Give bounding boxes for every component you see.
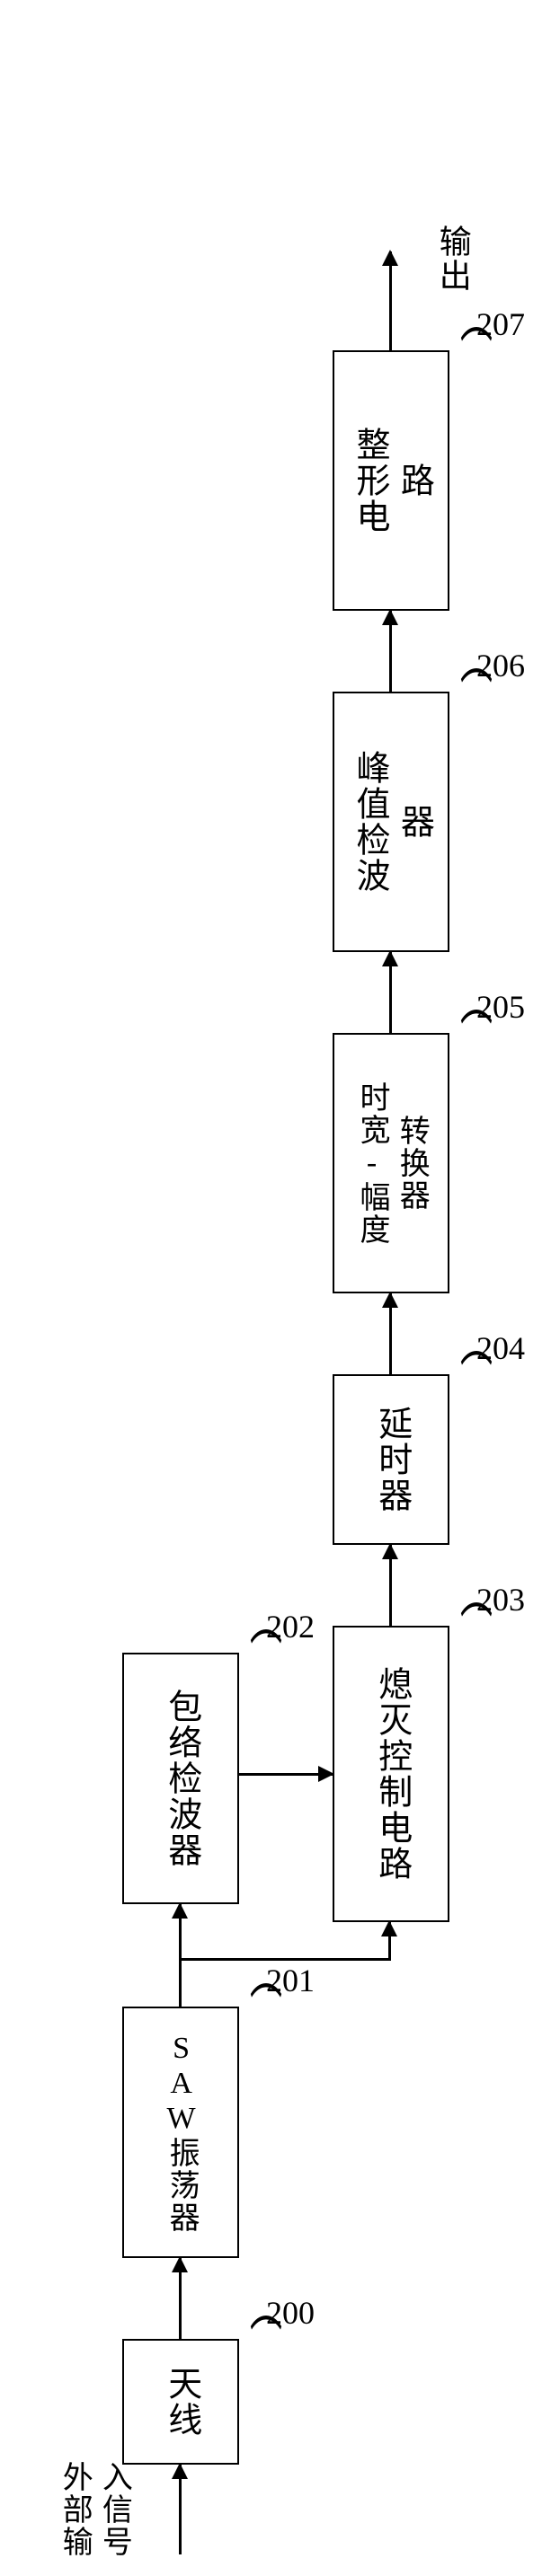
- block-label-col1: 整形电: [347, 427, 391, 534]
- arrowhead-icon: [382, 609, 398, 625]
- block-saw-oscillator: SAW振荡器: [122, 2007, 239, 2258]
- block-label-col2: 路: [391, 463, 435, 498]
- block-width-amp-converter: 时宽-幅度 转换器: [333, 1033, 449, 1293]
- arrow-207-to-output: [389, 251, 392, 350]
- output-label: 输出: [431, 225, 474, 297]
- input-label: 外部输 入信号: [54, 2461, 133, 2558]
- arrowhead-icon: [382, 250, 398, 266]
- block-antenna: 天线: [122, 2339, 239, 2465]
- arrowhead-icon: [382, 1292, 398, 1308]
- block-label: 天线: [158, 2366, 202, 2438]
- arrowhead-icon: [172, 2256, 188, 2272]
- block-label-col1: 时宽-幅度: [351, 1081, 391, 1246]
- block-label: 熄灭控制电路: [369, 1666, 413, 1882]
- block-label: 包络检波器: [158, 1689, 202, 1868]
- arrowhead-icon: [381, 1920, 397, 1936]
- arrow-branch-h: [180, 1958, 390, 1961]
- block-label-col2: 转换器: [391, 1115, 431, 1212]
- block-label: 延时器: [369, 1406, 413, 1513]
- block-quench-control: 熄灭控制电路: [333, 1626, 449, 1922]
- arrowhead-icon: [318, 1766, 334, 1782]
- block-delay: 延时器: [333, 1374, 449, 1545]
- block-peak-detector: 峰值检波 器: [333, 692, 449, 952]
- block-label-col2: 器: [391, 804, 435, 840]
- block-label: SAW振荡器: [161, 2032, 200, 2234]
- arrowhead-icon: [382, 950, 398, 966]
- block-shaping-circuit: 整形电 路: [333, 350, 449, 611]
- block-envelope-detector: 包络检波器: [122, 1653, 239, 1904]
- arrowhead-icon: [172, 1902, 188, 1919]
- arrowhead-icon: [382, 1543, 398, 1559]
- arrowhead-icon: [172, 2463, 188, 2479]
- arrow-201-to-202: [179, 1904, 182, 2007]
- block-label-col1: 峰值检波: [347, 750, 391, 894]
